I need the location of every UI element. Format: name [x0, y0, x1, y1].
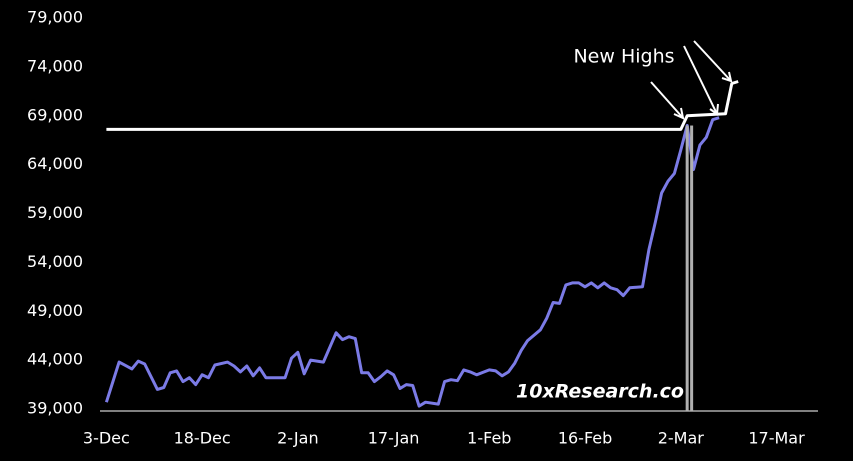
series-line [106, 80, 739, 131]
x-tick-label: 17-Mar [748, 429, 805, 448]
arrow [683, 45, 718, 115]
x-tick-label: 17-Jan [368, 429, 420, 448]
annotation: New Highs [573, 46, 674, 68]
y-tick-label: 44,000 [27, 350, 83, 369]
x-tick-label: 2-Mar [658, 429, 705, 448]
y-tick-label: 39,000 [27, 399, 83, 418]
x-tick-label: 2-Jan [277, 429, 319, 448]
arrow-head [673, 107, 685, 120]
y-tick-label: 74,000 [27, 56, 83, 75]
x-tick-label: 16-Feb [558, 429, 612, 448]
x-tick-label: 18-Dec [174, 429, 231, 448]
watermark: 10xResearch.co [516, 381, 684, 403]
arrow [693, 40, 732, 82]
arrow [650, 81, 684, 119]
y-tick-label: 54,000 [27, 252, 83, 271]
new-high-marker [685, 125, 689, 412]
y-tick-label: 79,000 [27, 8, 83, 27]
ticks: 39,000 44,000 49,000 54,000 59,000 64,000 69,0… [27, 8, 818, 448]
y-tick-label: 49,000 [27, 301, 83, 320]
annotation-arrows [650, 40, 733, 120]
x-tick-label: 1-Feb [467, 429, 511, 448]
series-line [104, 116, 720, 408]
arrow-head [721, 71, 733, 83]
plot [104, 80, 739, 412]
y-tick-label: 59,000 [27, 203, 83, 222]
new-high-marker [690, 125, 694, 412]
y-tick-label: 64,000 [27, 154, 83, 173]
y-tick-label: 69,000 [27, 105, 83, 124]
x-tick-label: 3-Dec [83, 429, 130, 448]
arrow-head [709, 103, 719, 116]
